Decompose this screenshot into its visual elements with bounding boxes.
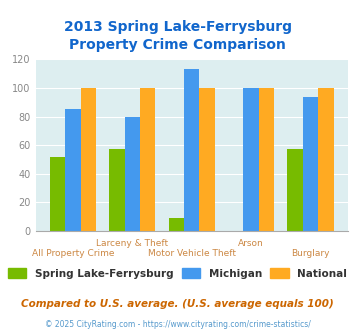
Bar bbox=[81, 88, 96, 231]
Bar bbox=[140, 88, 155, 231]
Bar bbox=[50, 157, 65, 231]
Bar bbox=[65, 110, 81, 231]
Text: Burglary: Burglary bbox=[291, 249, 330, 258]
Bar bbox=[109, 149, 125, 231]
Legend: Spring Lake-Ferrysburg, Michigan, National: Spring Lake-Ferrysburg, Michigan, Nation… bbox=[8, 268, 347, 279]
Bar bbox=[318, 88, 334, 231]
Text: © 2025 CityRating.com - https://www.cityrating.com/crime-statistics/: © 2025 CityRating.com - https://www.city… bbox=[45, 320, 310, 329]
Text: Motor Vehicle Theft: Motor Vehicle Theft bbox=[148, 249, 236, 258]
Text: Compared to U.S. average. (U.S. average equals 100): Compared to U.S. average. (U.S. average … bbox=[21, 299, 334, 309]
Text: Larceny & Theft: Larceny & Theft bbox=[96, 239, 168, 248]
Bar bbox=[169, 218, 184, 231]
Bar bbox=[287, 149, 303, 231]
Text: Arson: Arson bbox=[238, 239, 264, 248]
Bar bbox=[200, 88, 215, 231]
Bar bbox=[244, 88, 259, 231]
Bar bbox=[184, 69, 200, 231]
Text: All Property Crime: All Property Crime bbox=[32, 249, 114, 258]
Bar bbox=[125, 116, 140, 231]
Text: 2013 Spring Lake-Ferrysburg
Property Crime Comparison: 2013 Spring Lake-Ferrysburg Property Cri… bbox=[64, 20, 291, 52]
Bar bbox=[303, 97, 318, 231]
Bar bbox=[259, 88, 274, 231]
